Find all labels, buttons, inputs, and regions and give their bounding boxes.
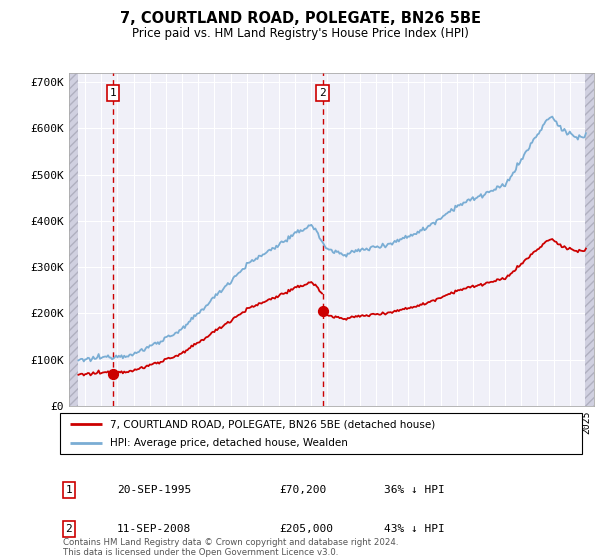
Text: £205,000: £205,000	[279, 524, 333, 534]
Text: HPI: Average price, detached house, Wealden: HPI: Average price, detached house, Weal…	[110, 438, 347, 447]
Text: Contains HM Land Registry data © Crown copyright and database right 2024.
This d: Contains HM Land Registry data © Crown c…	[63, 538, 398, 557]
Text: 20-SEP-1995: 20-SEP-1995	[117, 485, 191, 495]
FancyBboxPatch shape	[60, 413, 582, 454]
Text: 7, COURTLAND ROAD, POLEGATE, BN26 5BE (detached house): 7, COURTLAND ROAD, POLEGATE, BN26 5BE (d…	[110, 419, 435, 429]
Text: 2: 2	[319, 88, 326, 98]
Text: 1: 1	[110, 88, 116, 98]
Text: 43% ↓ HPI: 43% ↓ HPI	[384, 524, 445, 534]
Text: 2: 2	[65, 524, 73, 534]
Text: 36% ↓ HPI: 36% ↓ HPI	[384, 485, 445, 495]
Text: £70,200: £70,200	[279, 485, 326, 495]
Text: 7, COURTLAND ROAD, POLEGATE, BN26 5BE: 7, COURTLAND ROAD, POLEGATE, BN26 5BE	[119, 11, 481, 26]
Text: 11-SEP-2008: 11-SEP-2008	[117, 524, 191, 534]
Bar	[585, 73, 594, 406]
Bar	[69, 73, 78, 406]
Point	[108, 369, 118, 378]
Text: Price paid vs. HM Land Registry's House Price Index (HPI): Price paid vs. HM Land Registry's House …	[131, 27, 469, 40]
Point	[318, 307, 328, 316]
Text: 1: 1	[65, 485, 73, 495]
